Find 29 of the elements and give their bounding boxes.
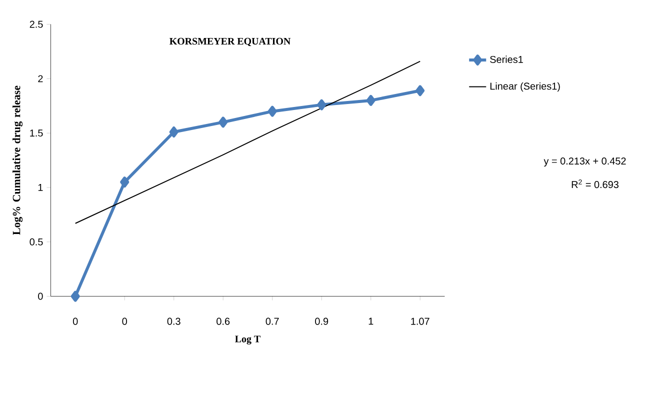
point xyxy=(70,290,80,302)
x-tick-label: 1.07 xyxy=(411,318,430,325)
point xyxy=(169,126,178,138)
x-tick-label: 1 xyxy=(368,318,374,325)
point xyxy=(366,94,376,106)
x-tick-label: 0.7 xyxy=(266,318,279,325)
x-tick-label: 0.3 xyxy=(167,318,180,325)
legend-label: Linear (Series1) xyxy=(490,82,560,92)
y-tick-label: 1.5 xyxy=(30,130,43,137)
point xyxy=(268,106,277,117)
y-axis-title: Log% Cumulative drug release xyxy=(12,86,23,235)
text: y = 0.213x + 0.452 xyxy=(544,158,626,167)
x-tick-label: 0 xyxy=(72,318,78,325)
point xyxy=(317,99,326,110)
legend-label: Series1 xyxy=(490,56,523,63)
x-tick-label: 0 xyxy=(122,318,127,325)
point xyxy=(218,116,228,128)
x-tick-label: 0.6 xyxy=(216,318,230,325)
text: R$^{2}$ = 0.693 xyxy=(572,180,618,188)
y-tick-label: 2 xyxy=(38,75,43,82)
x-tick-label: 0.9 xyxy=(315,318,328,325)
y-tick-label: 2.5 xyxy=(30,20,43,28)
y-tick-label: 0.5 xyxy=(30,238,43,246)
text: KORSMEYER EQUATION xyxy=(170,38,291,46)
x-axis-title: Log T xyxy=(235,336,260,344)
y-tick-label: 0 xyxy=(38,292,43,300)
point xyxy=(120,176,130,188)
point xyxy=(416,85,425,96)
y-tick-label: 1 xyxy=(38,184,43,191)
